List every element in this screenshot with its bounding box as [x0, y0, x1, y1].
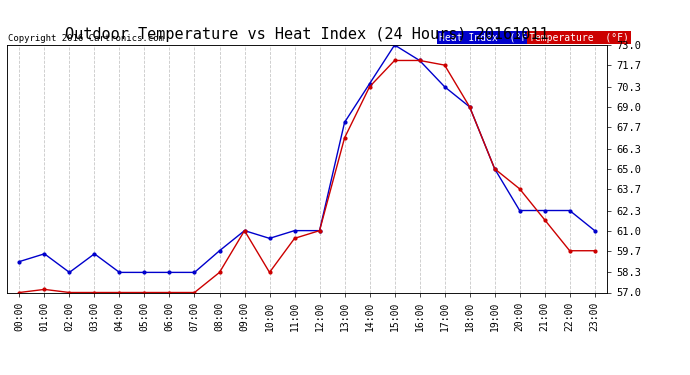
Title: Outdoor Temperature vs Heat Index (24 Hours) 20161011: Outdoor Temperature vs Heat Index (24 Ho… — [66, 27, 549, 42]
Text: Temperature  (°F): Temperature (°F) — [529, 33, 629, 42]
Text: Copyright 2016 Cartronics.com: Copyright 2016 Cartronics.com — [8, 33, 164, 42]
Text: Heat Index  (°F): Heat Index (°F) — [439, 33, 533, 42]
